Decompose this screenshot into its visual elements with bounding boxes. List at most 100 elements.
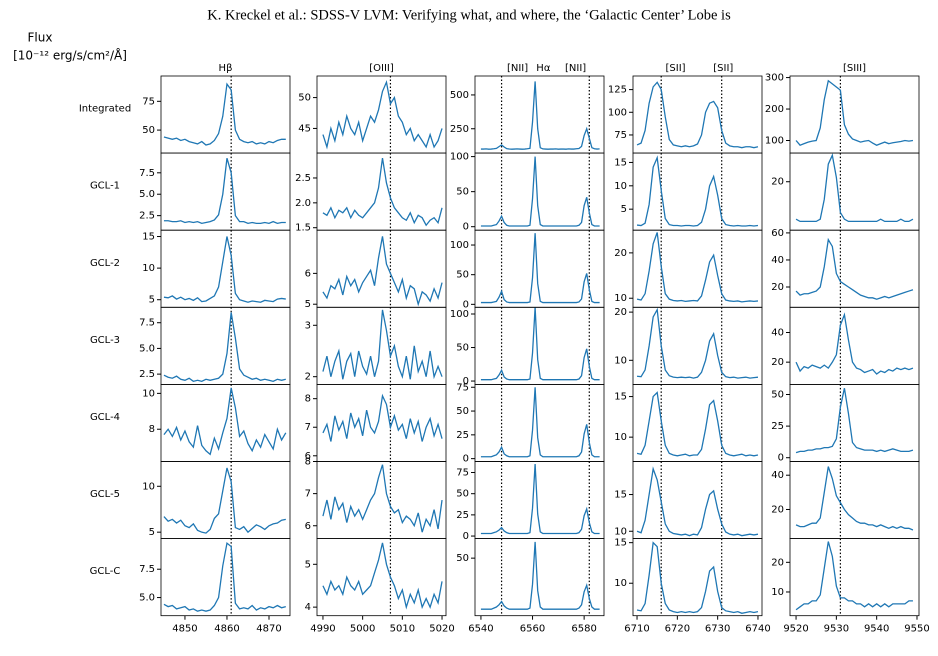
y-tick-label: 5: [149, 527, 155, 538]
spectrum-line: [636, 391, 759, 457]
x-tick-label: 4990: [310, 624, 335, 635]
row-label: GCL-5: [90, 489, 120, 500]
spectrum-line: [795, 541, 913, 611]
spectrum-line: [322, 309, 443, 380]
spectrum-line: [480, 464, 600, 535]
y-tick-label: 10: [614, 526, 627, 537]
row-label: GCL-2: [90, 258, 120, 269]
row-label: GCL-1: [90, 181, 120, 192]
y-tick-label: 15: [142, 232, 155, 243]
y-tick-label: 75: [142, 96, 155, 107]
row-label: GCL-C: [90, 566, 121, 577]
y-tick-label: 5: [149, 295, 155, 306]
y-tick-label: 20: [771, 282, 784, 293]
y-tick-label: 7.5: [139, 318, 155, 329]
y-tick-label: 20: [771, 557, 784, 568]
spectrum-line: [480, 307, 600, 381]
panel-frame: [789, 229, 920, 308]
row-label: GCL-3: [90, 335, 120, 346]
spectrum-line: [322, 542, 443, 610]
y-tick-label: 50: [298, 93, 311, 104]
spectrum-line: [636, 232, 759, 303]
y-tick-label: 0: [463, 222, 469, 233]
y-tick-label: 2: [305, 372, 311, 383]
y-axis-unit: [10⁻¹² erg/s/cm²/Å]: [13, 48, 127, 63]
x-tick-label: 5010: [390, 624, 415, 635]
column-title: [SII]: [713, 63, 733, 74]
panel-frame: [789, 306, 920, 385]
y-tick-label: 5: [305, 299, 311, 310]
spectrum-line: [480, 233, 600, 304]
y-tick-label: 50: [456, 489, 469, 500]
y-tick-label: 60: [771, 228, 784, 239]
x-tick-label: 4870: [256, 624, 281, 635]
y-tick-label: 2.5: [139, 369, 155, 380]
y-tick-label: 75: [614, 130, 627, 141]
panel-frame: [632, 152, 763, 231]
y-tick-label: 40: [771, 255, 784, 266]
y-tick-label: 45: [298, 123, 311, 134]
spectrum-line: [480, 541, 600, 610]
spectrum-line: [163, 541, 286, 612]
y-tick-label: 10: [771, 587, 784, 598]
spectrum-line: [636, 307, 759, 379]
spectrum-line: [322, 236, 443, 307]
spectrum-line: [795, 79, 914, 147]
x-tick-label: 9530: [824, 624, 849, 635]
panel-frame: [474, 538, 605, 617]
panel-frame: [316, 75, 447, 154]
y-tick-label: 75: [456, 468, 469, 479]
y-tick-label: 75: [456, 382, 469, 393]
y-axis-label: Flux: [28, 31, 53, 45]
y-tick-label: 2.5: [295, 173, 311, 184]
x-tick-label: 5020: [429, 624, 454, 635]
column-title: [OIII]: [369, 63, 394, 74]
y-tick-label: 5.0: [139, 343, 155, 354]
column-title: [NII]: [507, 63, 528, 74]
y-tick-label: 10: [142, 263, 155, 274]
y-tick-label: 7.5: [139, 564, 155, 575]
y-tick-label: 250: [450, 124, 469, 135]
y-tick-label: 100: [765, 136, 784, 147]
panel-frame: [632, 538, 763, 617]
y-tick-label: 25: [456, 430, 469, 441]
y-tick-label: 10: [614, 293, 627, 304]
y-tick-label: 8: [305, 457, 311, 468]
y-tick-label: 10: [142, 388, 155, 399]
y-tick-label: 25: [456, 510, 469, 521]
y-tick-label: 10: [614, 181, 627, 192]
spectrum-line: [163, 236, 286, 303]
y-tick-label: 8: [149, 424, 155, 435]
spectrum-line: [795, 153, 914, 223]
spectrum-line: [322, 157, 443, 227]
spectrum-line: [795, 466, 914, 531]
y-tick-label: 15: [614, 490, 627, 501]
y-tick-label: 1.5: [295, 223, 311, 234]
panel-frame: [316, 538, 447, 617]
y-tick-label: 100: [450, 152, 469, 163]
panel-frame: [160, 152, 291, 231]
column-title: [NII]: [565, 63, 586, 74]
spectrum-line: [480, 387, 600, 458]
spectrum-line: [163, 312, 286, 383]
y-tick-label: 5.0: [139, 593, 155, 604]
y-tick-label: 15: [614, 392, 627, 403]
spectrum-line: [636, 466, 759, 537]
y-tick-label: 5: [621, 204, 627, 215]
x-tick-label: 6540: [468, 624, 493, 635]
x-tick-label: 6580: [571, 624, 596, 635]
y-tick-label: 0: [463, 376, 469, 387]
panel-frame: [632, 229, 763, 308]
y-tick-label: 7: [305, 422, 311, 433]
y-tick-label: 50: [771, 390, 784, 401]
spectrum-line: [322, 464, 443, 533]
row-label: GCL-4: [90, 412, 120, 423]
y-tick-label: 100: [450, 240, 469, 251]
y-tick-label: 0: [463, 454, 469, 465]
y-tick-label: 10: [614, 355, 627, 366]
column-title: Hα: [536, 63, 551, 74]
x-tick-label: 6560: [520, 624, 545, 635]
y-tick-label: 4: [305, 602, 311, 613]
x-tick-label: 5000: [350, 624, 375, 635]
